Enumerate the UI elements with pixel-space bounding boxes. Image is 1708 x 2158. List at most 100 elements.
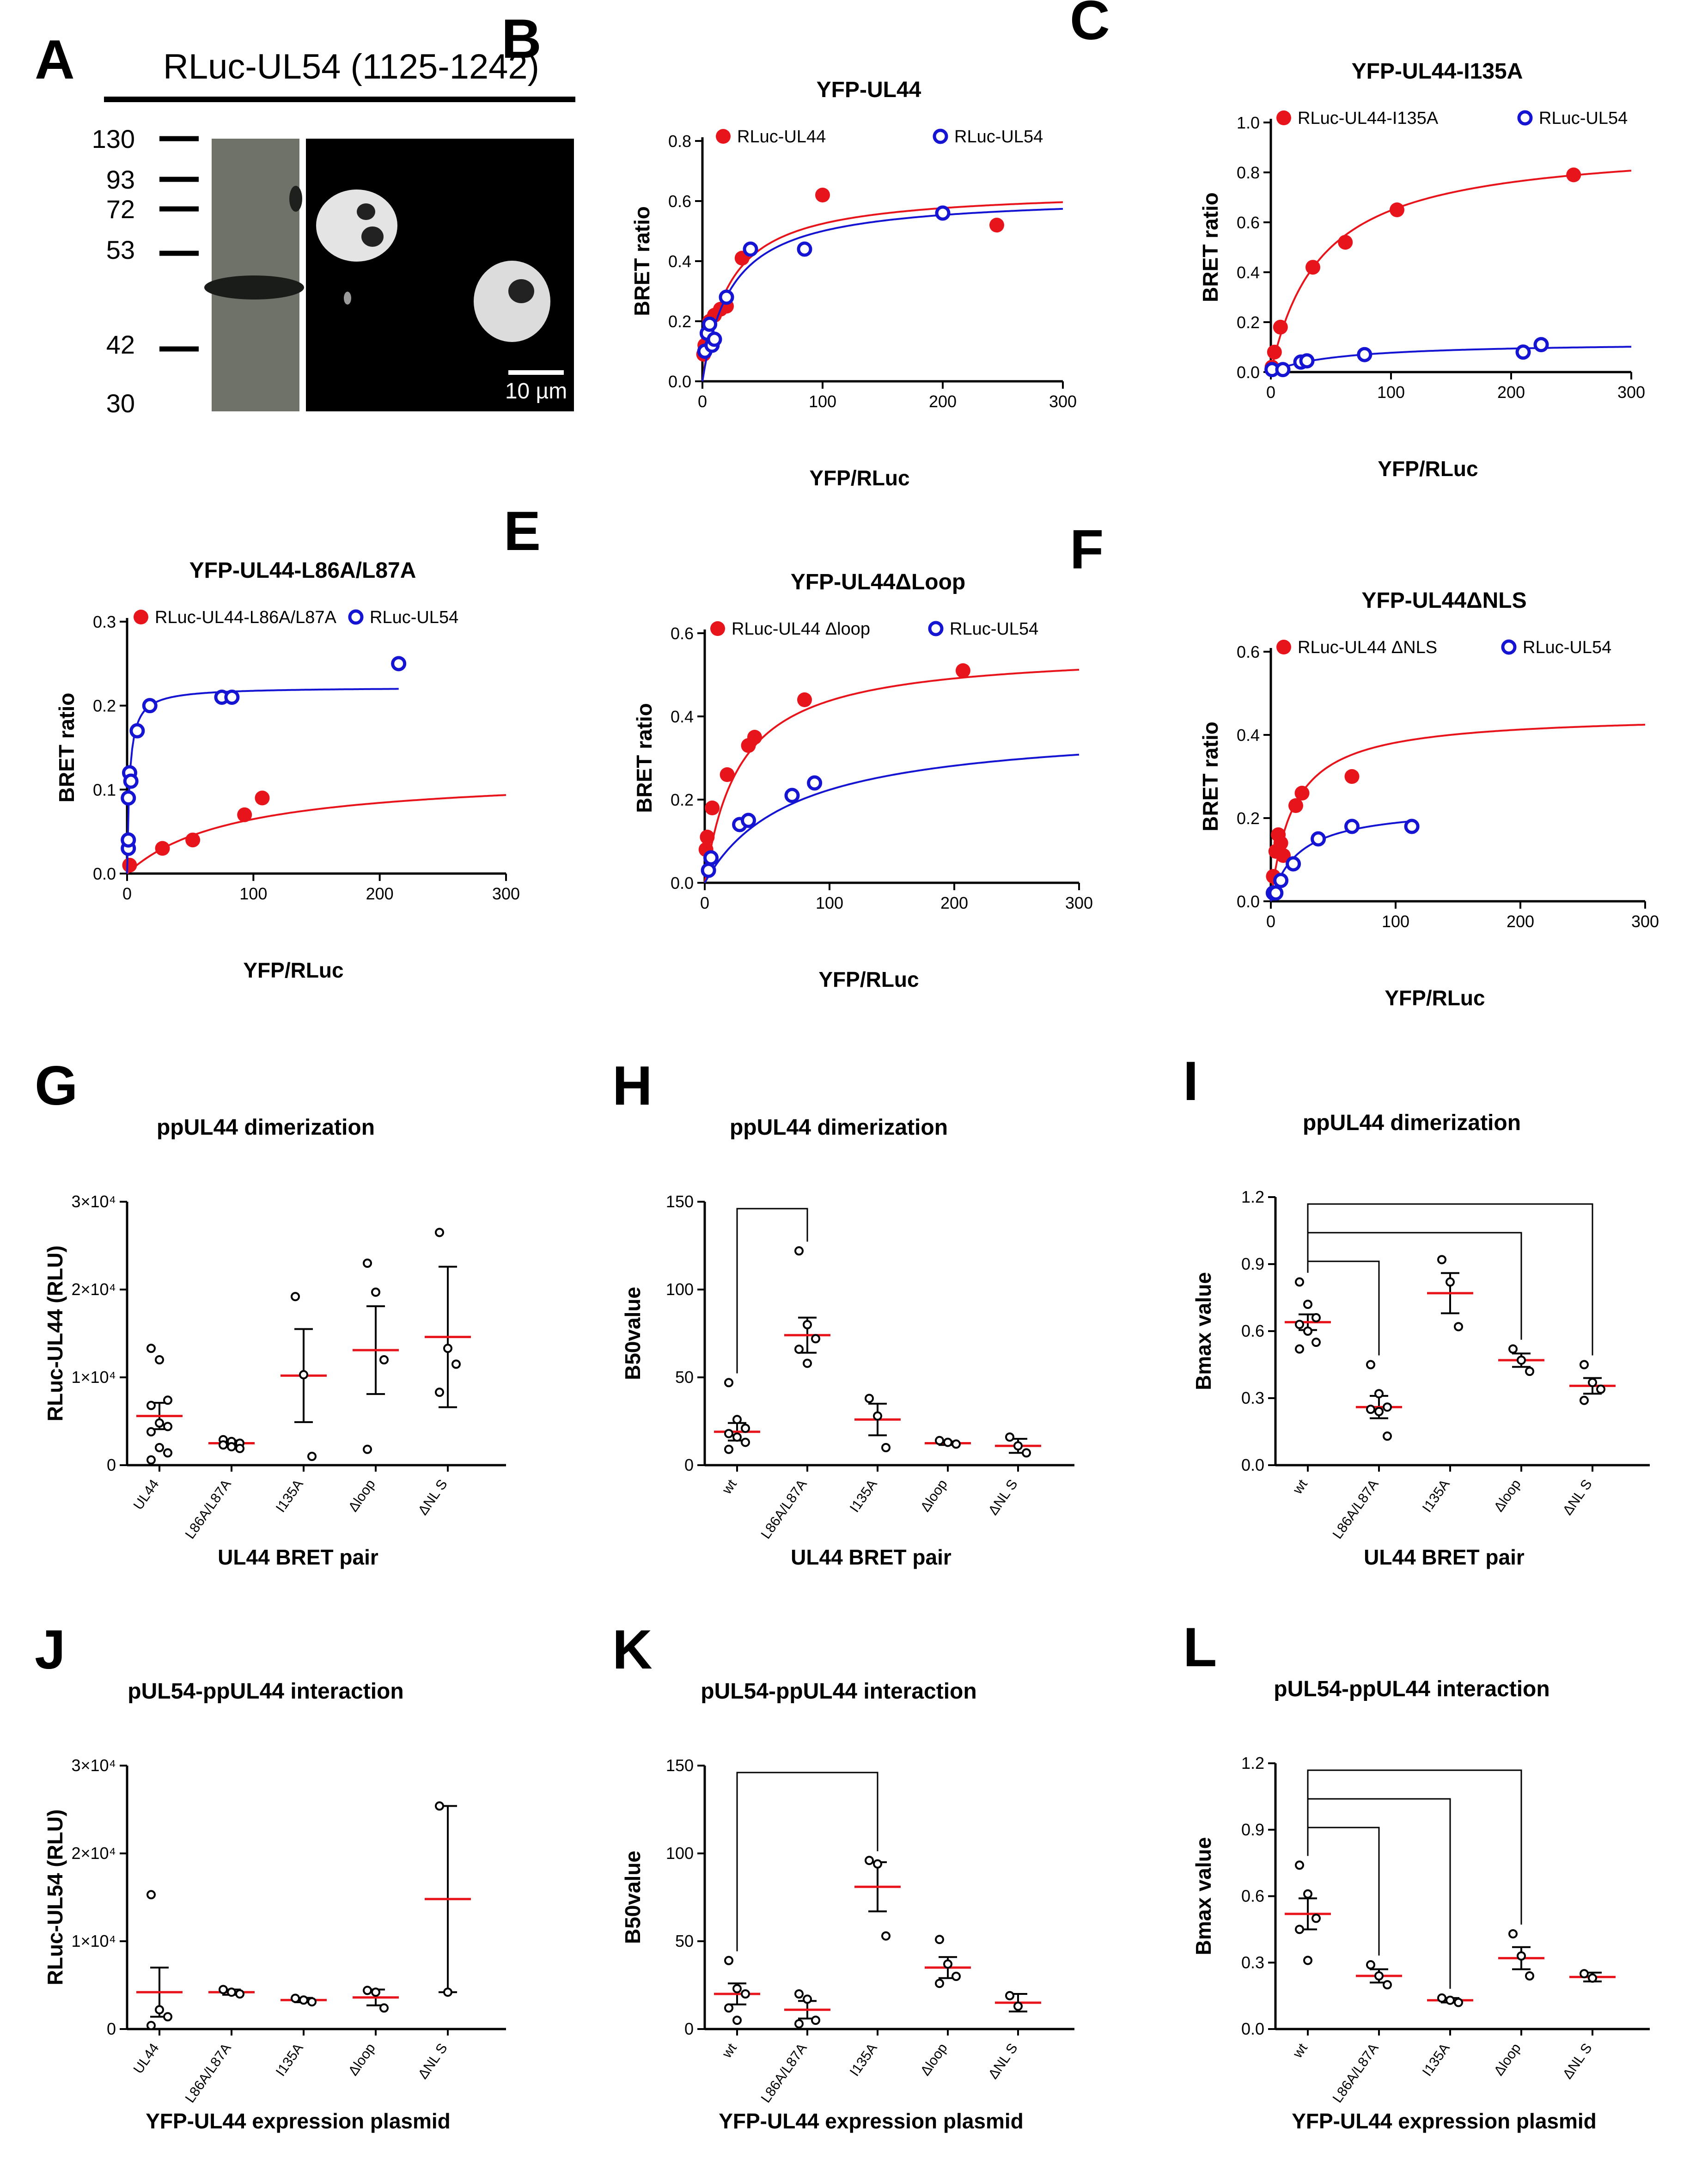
data-point [732, 1432, 742, 1442]
x-tick-label: Δloop [1491, 2041, 1524, 2079]
data-point [1303, 1889, 1312, 1899]
speck [344, 292, 351, 305]
y-tick-label: 1.2 [1241, 1754, 1264, 1773]
data-point [724, 1378, 733, 1388]
data-point [379, 2003, 389, 2013]
y-axis-label: BRET ratio [55, 693, 79, 803]
data-point [1273, 836, 1288, 850]
data-point [815, 188, 830, 202]
data-point [363, 1986, 372, 1995]
data-point [123, 773, 139, 789]
y-tick-label: 50 [675, 1368, 694, 1387]
panel-f-chart: F YFP-UL44ΔNLS 0.0 0.2 0.4 0.6 0 100 200 300 YFP/R… [1070, 519, 1659, 1010]
x-axis-label: YFP/RLuc [818, 967, 919, 991]
chart-title: YFP-UL44ΔNLS [1361, 588, 1526, 613]
data-point [935, 1935, 944, 1944]
data-point [443, 1344, 452, 1353]
data-point [185, 832, 201, 848]
x-tick-label: L86A/L87A [1330, 1477, 1382, 1542]
x-tick-label: 0 [122, 884, 132, 903]
data-point [794, 1246, 804, 1256]
data-point [121, 790, 136, 806]
panel-label-e: E [504, 500, 541, 562]
data-point [702, 317, 718, 332]
mw-label-130: 130 [92, 124, 135, 153]
data-point [1517, 1355, 1526, 1365]
x-axis-label: YFP-UL44 expression plasmid [719, 2109, 1024, 2133]
data-point [1311, 831, 1326, 847]
fit-curve-red [126, 794, 506, 874]
data-point [784, 788, 800, 803]
panel-label-g: G [35, 1055, 78, 1117]
data-point [255, 790, 270, 806]
y-tick-label: 2×10⁴ [71, 1280, 116, 1299]
data-point [307, 1452, 317, 1461]
y-tick-label: 0.2 [671, 790, 694, 809]
x-tick-label: 100 [239, 884, 267, 903]
y-tick-label: 0 [107, 1455, 116, 1474]
panel-label-h: H [612, 1055, 653, 1117]
data-point [724, 1429, 733, 1438]
panel-label-k: K [612, 1619, 653, 1681]
x-tick-label: ΔNL S [415, 2041, 451, 2082]
data-point [701, 862, 716, 878]
data-point [943, 1437, 952, 1447]
chart-title: ppUL44 dimerization [157, 1115, 375, 1140]
nucleus-2 [474, 261, 550, 342]
chart-title: YFP-UL44 [817, 78, 921, 102]
data-point [146, 2021, 156, 2030]
data-point [1299, 353, 1315, 369]
data-point [1294, 786, 1310, 801]
y-tick-label: 0.6 [1241, 1887, 1264, 1906]
x-tick-label: 300 [1049, 392, 1077, 411]
y-tick-label: 150 [666, 1192, 694, 1211]
data-point [1525, 1971, 1534, 1981]
data-point [1312, 1338, 1321, 1347]
y-tick-label: 0.0 [1241, 1455, 1264, 1474]
panel-a-title: RLuc-UL54 (1125-1242) [163, 47, 539, 86]
data-point [1344, 769, 1360, 784]
data-point [129, 723, 145, 739]
data-point [1013, 2001, 1023, 2011]
data-point [1286, 856, 1301, 872]
data-point [142, 698, 158, 714]
data-point [719, 289, 734, 305]
x-tick-label: wt [719, 1477, 740, 1498]
data-point [1517, 1951, 1526, 1961]
legend-marker [710, 621, 725, 636]
y-tick-label: 0.8 [668, 132, 691, 151]
fit-curve-red [1270, 723, 1646, 902]
x-axis-label: YFP/RLuc [1378, 457, 1478, 481]
y-tick-label: 0.3 [1241, 1388, 1264, 1407]
y-tick-label: 0.6 [1237, 642, 1260, 661]
data-point [873, 1411, 882, 1421]
nucleolus-1a [357, 203, 375, 220]
x-tick-label: wt [719, 2041, 740, 2061]
mw-markers: 130 93 72 53 42 30 [92, 124, 199, 418]
x-tick-label: Δloop [918, 2041, 951, 2079]
x-tick-label: wt [1290, 1477, 1311, 1498]
data-point [794, 2019, 804, 2029]
data-point [1288, 798, 1303, 813]
panel-c-chart: C YFP-UL44-I135A 0.0 0.2 0.4 0.6 0.8 1.0 0 100 200… [1070, 0, 1645, 481]
x-tick-label: I135A [1420, 2041, 1453, 2079]
x-tick-label: ΔNL S [1560, 2041, 1595, 2082]
data-point [163, 2012, 172, 2022]
data-point [1566, 167, 1581, 183]
data-point [1295, 1344, 1304, 1354]
x-tick-label: Δloop [346, 2041, 378, 2079]
data-point [146, 1427, 156, 1437]
data-point [1454, 1322, 1463, 1332]
y-tick-label: 0.6 [668, 192, 691, 211]
x-tick-label: 100 [1377, 383, 1405, 402]
data-point [1295, 1925, 1304, 1934]
x-tick-label: 300 [1065, 893, 1093, 912]
x-tick-label: I135A [847, 1477, 880, 1515]
data-point [163, 1448, 172, 1458]
x-tick-label: 200 [929, 392, 957, 411]
data-point [307, 1997, 317, 2007]
y-tick-label: 0.2 [668, 312, 691, 331]
